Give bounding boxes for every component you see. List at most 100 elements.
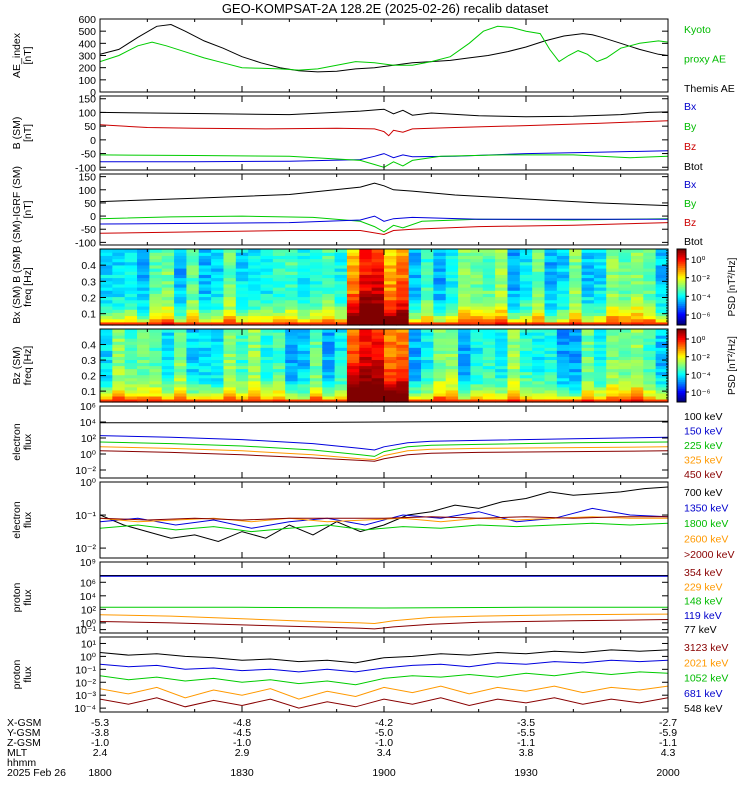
spectrogram-cell (285, 383, 299, 388)
spectrogram-cell (248, 264, 262, 269)
spectrogram-cell (161, 268, 175, 272)
spectrogram-cell (100, 290, 113, 294)
spectrogram-cell (174, 299, 188, 304)
spectrogram-cell (322, 293, 336, 298)
y-tick-label: 10⁻² (75, 543, 96, 555)
spectrogram-cell (198, 389, 212, 394)
spectrogram-cell (346, 398, 360, 403)
spectrogram-cell (445, 264, 459, 269)
spectrogram-cell (112, 329, 126, 333)
spectrogram-cell (408, 268, 422, 272)
series-group (100, 182, 668, 236)
spectrogram-cell (248, 261, 262, 266)
spectrogram-cell (346, 353, 360, 357)
panel-5: Bz (SM) freq [Hz]0.10.20.30.4 10⁰10⁻²10⁻⁴1… (11, 328, 738, 403)
spectrogram-cell (458, 283, 472, 288)
spectrogram-cell (248, 386, 262, 391)
spectrogram-cell (507, 258, 521, 263)
spectrogram-cell (458, 329, 472, 333)
spectrogram-cell (112, 344, 126, 348)
spectrogram-cell (100, 353, 113, 357)
spectrogram-cell (334, 332, 348, 336)
spectrogram-cell (618, 368, 632, 373)
spectrogram-cell (556, 309, 570, 313)
spectrogram-cell (285, 347, 299, 351)
spectrogram-cell (532, 338, 546, 342)
spectrogram-cell (655, 283, 669, 288)
y-tick-label: 10⁶ (80, 401, 96, 413)
spectrogram-cell (384, 255, 397, 260)
spectrogram-cell (161, 293, 175, 298)
spectrogram-cell (186, 365, 200, 370)
spectrogram-cell (359, 335, 373, 339)
spectrogram-cell (519, 368, 533, 373)
spectrogram-cell (112, 332, 126, 336)
spectrogram-cell (272, 264, 286, 269)
spectrogram-cell (371, 347, 385, 351)
spectrogram-cell (346, 335, 360, 339)
colorbar-segment (677, 341, 686, 345)
spectrogram-cell (556, 371, 570, 376)
spectrogram-cell (581, 268, 595, 272)
spectrogram-cell (149, 371, 163, 376)
spectrogram-cell (532, 287, 546, 291)
spectrogram-cell (100, 392, 113, 397)
spectrogram-cell (618, 356, 632, 361)
spectrogram-cell (359, 380, 373, 385)
spectrogram-cell (445, 318, 459, 323)
spectrogram-cell (384, 383, 397, 388)
spectrogram-cell (285, 302, 299, 307)
spectrogram-cell (556, 287, 570, 291)
spectrogram-cell (198, 252, 212, 256)
spectrogram-cell (137, 296, 150, 301)
spectrogram-cell (149, 365, 163, 370)
spectrogram-cell (371, 392, 385, 397)
series-line-150-kev (100, 435, 668, 451)
spectrogram-cell (285, 321, 299, 326)
spectrogram-cell (260, 329, 274, 333)
colorbar-segment (677, 315, 686, 318)
spectrogram-cell (100, 383, 113, 388)
spectrogram-cell (248, 249, 262, 253)
spectrogram-cell (174, 321, 188, 326)
spectrogram-cell (396, 290, 410, 294)
spectrogram-cell (519, 271, 533, 275)
spectrogram-cell (260, 395, 274, 400)
spectrogram-cell (285, 389, 299, 394)
spectrogram-cell (334, 306, 348, 310)
spectrogram-cell (198, 264, 212, 269)
spectrogram-cell (309, 277, 323, 282)
spectrogram-cell (643, 252, 657, 256)
spectrogram-cell (371, 249, 385, 253)
spectrogram-cell (630, 392, 644, 397)
spectrogram-cell (421, 287, 434, 291)
spectrogram-cell (124, 277, 138, 282)
spectrogram-cell (334, 290, 348, 294)
spectrogram-cell (569, 293, 583, 298)
spectrogram-cell (346, 359, 360, 364)
y-axis-label: freq [Hz] (22, 267, 34, 307)
legend-entry: Kyoto (684, 24, 711, 36)
series-group (100, 23, 668, 73)
spectrogram-cell (519, 362, 533, 367)
spectrogram-cell (532, 264, 546, 269)
spectrogram-cell (495, 315, 509, 320)
series-line-bz (100, 120, 668, 137)
spectrogram-cell (618, 287, 632, 291)
spectrogram-cell (532, 389, 546, 394)
spectrogram-cell (581, 277, 595, 282)
spectrogram-cell (655, 261, 669, 266)
spectrogram-cell (569, 329, 583, 333)
series-line-btot (100, 182, 668, 207)
spectrogram-cell (470, 344, 484, 348)
spectrogram-cell (556, 380, 570, 385)
spectrogram-cell (359, 258, 373, 263)
spectrogram-cell (470, 277, 484, 282)
spectrogram-cell (507, 293, 521, 298)
spectrogram-cell (556, 338, 570, 342)
spectrogram-cell (211, 395, 225, 400)
spectrogram-cell (334, 353, 348, 357)
spectrogram-cell (445, 368, 459, 373)
spectrogram-cell (235, 359, 249, 364)
spectrogram-cell (421, 389, 434, 394)
